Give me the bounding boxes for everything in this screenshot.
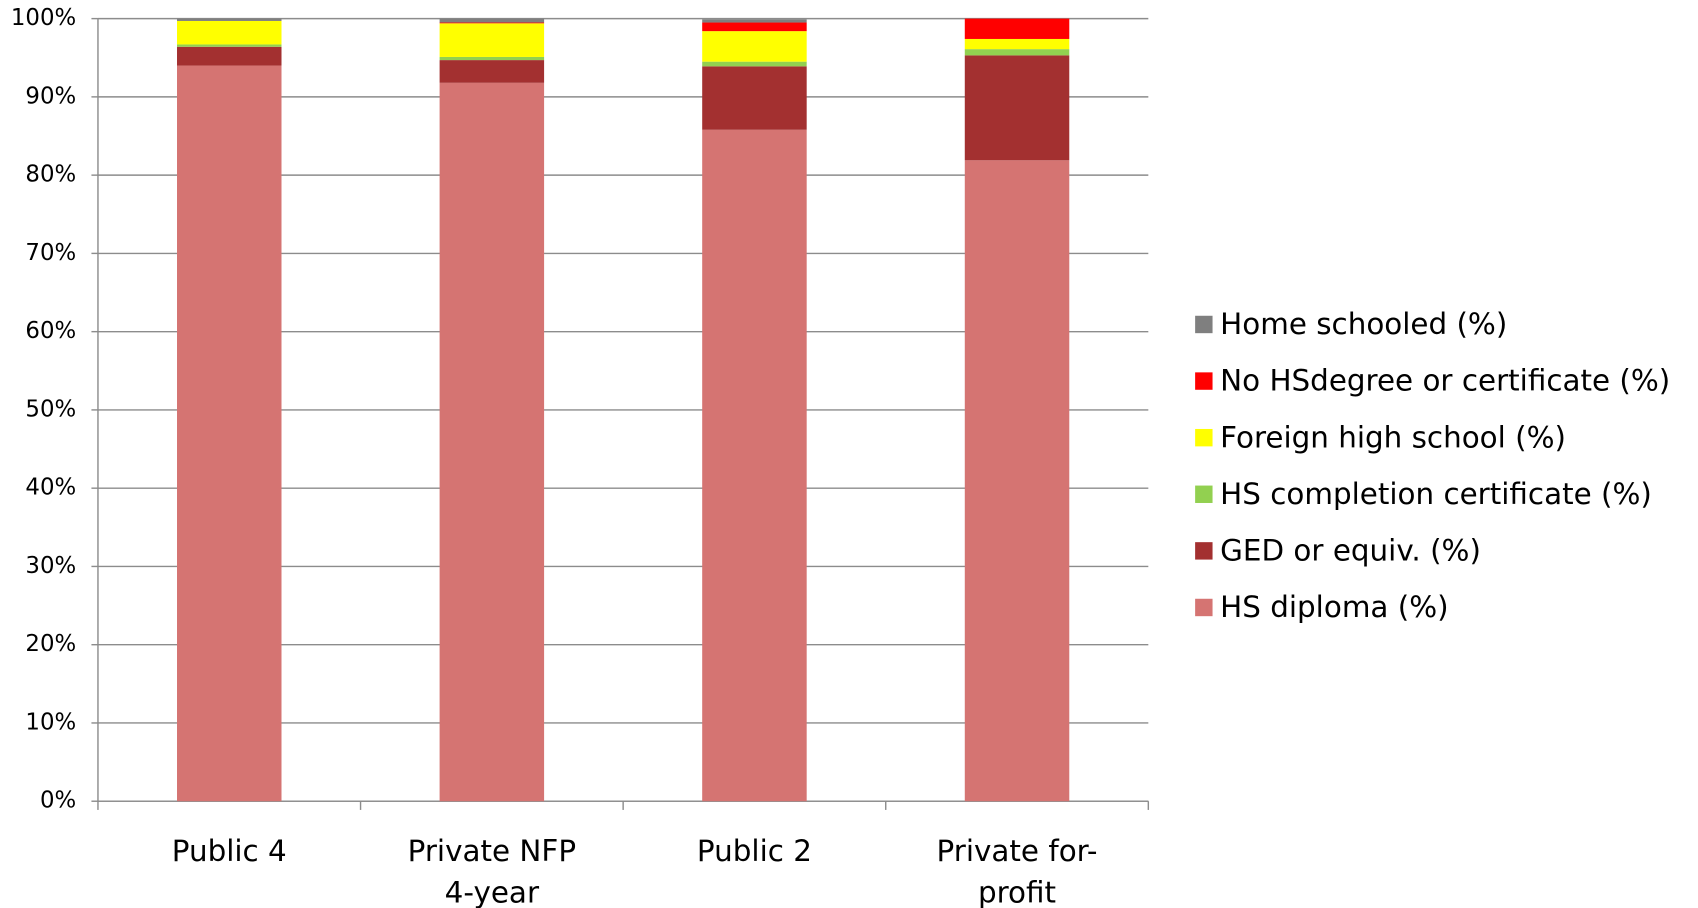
legend-label: Foreign high school (%) bbox=[1220, 420, 1566, 454]
legend-label: GED or equiv. (%) bbox=[1220, 533, 1481, 567]
bar-segment bbox=[177, 18, 282, 21]
x-label-box: Private NFP 4-year bbox=[407, 834, 577, 908]
bar-segment bbox=[964, 18, 1070, 39]
bar-segment bbox=[439, 22, 545, 24]
bar-segment bbox=[177, 65, 282, 802]
bar-segment bbox=[702, 19, 807, 23]
y-tick-label: 20% bbox=[25, 631, 76, 657]
legend-swatch bbox=[1195, 315, 1213, 334]
y-tick-label: 10% bbox=[25, 709, 76, 735]
bar-segment bbox=[439, 18, 545, 23]
bar-segment bbox=[439, 60, 545, 83]
legend-swatch bbox=[1195, 428, 1213, 447]
bar-segment bbox=[964, 160, 1070, 802]
bar-segment bbox=[177, 46, 282, 66]
x-tick-label: Public 2 bbox=[696, 834, 812, 869]
bar-segment bbox=[439, 82, 545, 802]
y-tick-label: 60% bbox=[25, 318, 76, 344]
y-tick-label: 70% bbox=[25, 240, 76, 266]
bar-segment bbox=[702, 66, 807, 130]
legend-label: HS diploma (%) bbox=[1220, 590, 1448, 624]
y-tick-label: 50% bbox=[25, 396, 76, 422]
legend-label: Home schooled (%) bbox=[1220, 307, 1507, 341]
bar-segment bbox=[964, 38, 1070, 50]
bar-segment bbox=[702, 31, 807, 62]
bar-segment bbox=[439, 23, 545, 57]
legend-swatch bbox=[1195, 372, 1213, 390]
bar-segment bbox=[702, 61, 807, 67]
y-tick-label: 100% bbox=[11, 5, 76, 31]
bar-segment bbox=[964, 49, 1070, 56]
x-label-box: Private for-profit bbox=[936, 834, 1098, 908]
bar-segment bbox=[177, 44, 282, 47]
legend-label: HS completion certificate (%) bbox=[1220, 477, 1652, 511]
legend-label: No HSdegree or certificate (%) bbox=[1220, 364, 1670, 398]
y-tick-label: 40% bbox=[25, 475, 76, 501]
legend-swatch bbox=[1195, 598, 1213, 617]
bar-segment bbox=[177, 20, 282, 45]
bar-segment bbox=[702, 129, 807, 802]
y-tick-label: 80% bbox=[25, 162, 76, 188]
y-tick-label: 0% bbox=[40, 788, 76, 814]
legend-swatch bbox=[1195, 485, 1213, 503]
x-tick-label: Public 4 bbox=[171, 834, 287, 869]
y-tick-label: 30% bbox=[25, 553, 76, 579]
x-tick-label: Private for-profit bbox=[936, 834, 1098, 908]
bar-segment bbox=[439, 56, 545, 61]
bar-segment bbox=[964, 55, 1070, 161]
legend-swatch bbox=[1195, 542, 1213, 560]
x-label-box: Public 4 bbox=[171, 834, 287, 869]
x-label-box: Public 2 bbox=[696, 834, 812, 869]
y-tick-label: 90% bbox=[25, 83, 76, 109]
x-tick-label: Private NFP 4-year bbox=[407, 834, 577, 908]
bar-segment bbox=[702, 22, 807, 32]
